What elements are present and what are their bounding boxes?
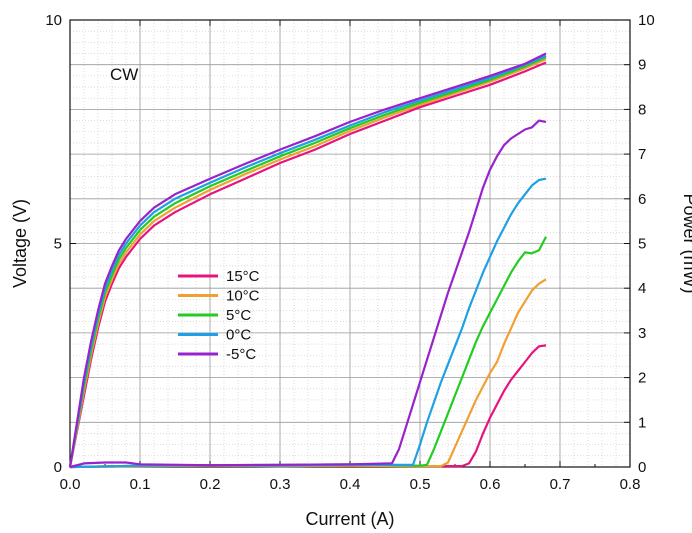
y-right-axis-title: Power (mW)	[680, 194, 692, 294]
y-right-tick-label: 7	[638, 146, 646, 163]
x-tick-label: 0.5	[410, 476, 431, 493]
x-tick-label: 0.1	[130, 476, 151, 493]
x-axis-title: Current (A)	[305, 509, 394, 529]
legend: 15°C 10°C 5°C 0°C -5°C	[178, 268, 260, 363]
y-right-tick-label: 5	[638, 236, 646, 253]
legend-label: 10°C	[226, 288, 260, 305]
x-tick-label: 0.3	[270, 476, 291, 493]
y-left-tick-label: 0	[54, 459, 62, 476]
y-right-tick-label: 9	[638, 57, 646, 74]
legend-label: 5°C	[226, 307, 251, 324]
y-right-tick-label: 3	[638, 325, 646, 342]
y-left-tick-label: 5	[54, 236, 62, 253]
legend-label: 0°C	[226, 327, 251, 344]
voltage-line	[68, 52, 547, 468]
legend-label: 15°C	[226, 268, 260, 285]
y-right-tick-label: 1	[638, 414, 646, 431]
x-tick-label: 0.0	[60, 476, 81, 493]
y-left-axis-title: Voltage (V)	[10, 199, 30, 288]
chart-annotation: CW	[110, 65, 138, 84]
y-right-tick-label: 6	[638, 191, 646, 208]
y-right-tick-label: 2	[638, 370, 646, 387]
power-line	[69, 119, 547, 469]
x-tick-label: 0.2	[200, 476, 221, 493]
y-right-tick-label: 10	[638, 12, 655, 29]
major-grid	[70, 20, 631, 467]
y-right-tick-label: 4	[638, 280, 646, 297]
x-tick-label: 0.4	[340, 476, 361, 493]
x-tick-label: 0.6	[480, 476, 501, 493]
x-tick-label: 0.7	[550, 476, 571, 493]
x-tick-label: 0.8	[620, 476, 641, 493]
tick-labels: 0.0 0.1 0.2 0.3 0.4 0.5 0.6 0.7 0.80510012345678…	[45, 12, 654, 493]
y-right-tick-label: 0	[638, 459, 646, 476]
legend-label: -5°C	[226, 346, 256, 363]
series-lines	[68, 52, 547, 469]
y-left-tick-label: 10	[45, 12, 62, 29]
y-right-tick-label: 8	[638, 101, 646, 118]
